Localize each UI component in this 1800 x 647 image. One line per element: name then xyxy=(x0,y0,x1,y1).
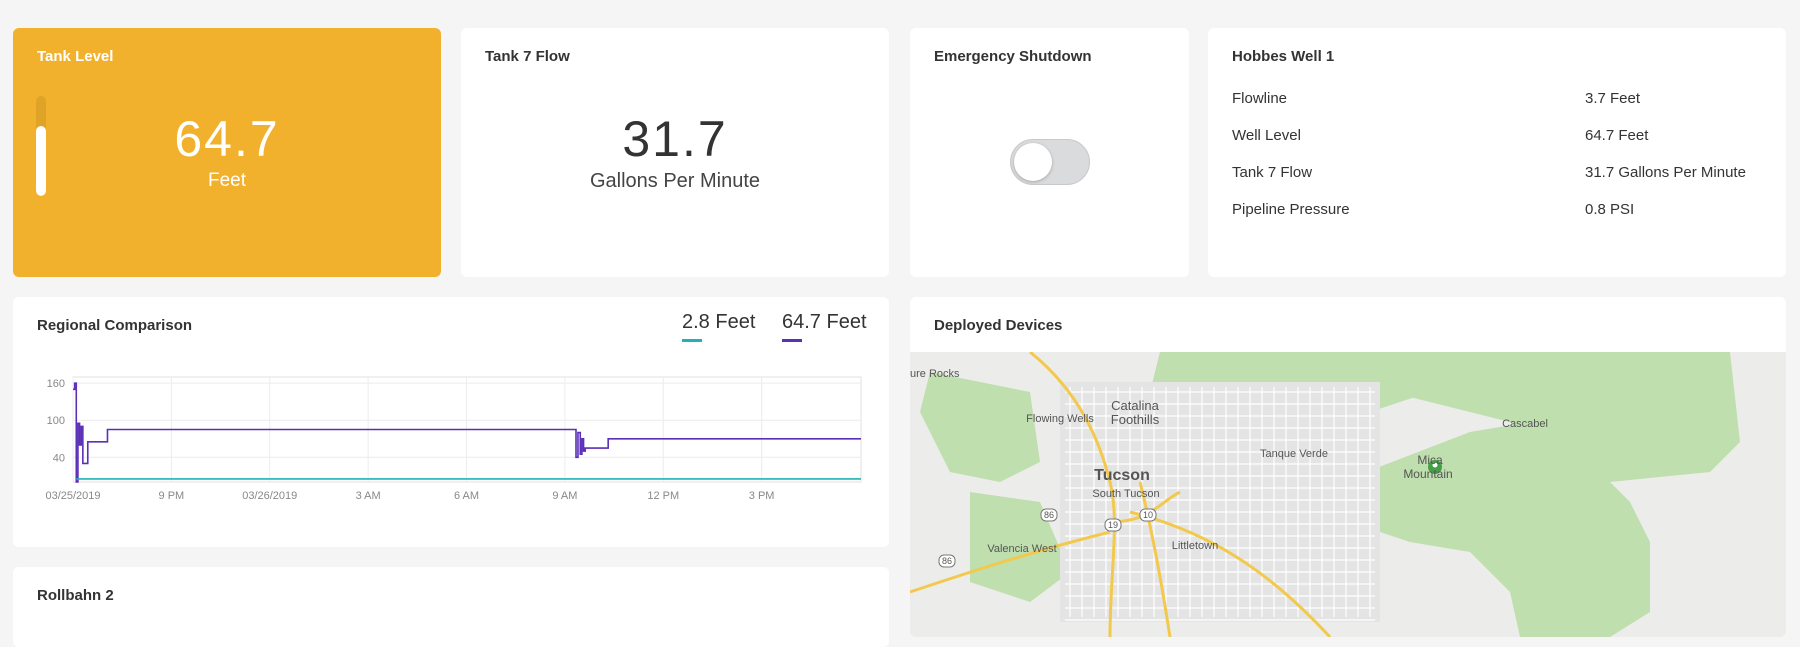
map-place-label: 86 xyxy=(1044,510,1054,520)
x-tick-label: 03/25/2019 xyxy=(45,490,100,502)
row-value: 3.7 Feet xyxy=(1585,90,1641,107)
x-tick-label: 03/26/2019 xyxy=(242,490,297,502)
row-value: 0.8 PSI xyxy=(1585,201,1635,218)
map-place-label: Mica xyxy=(1417,453,1443,467)
legend-item-series-1[interactable]: 2.8 Feet xyxy=(682,311,756,342)
hobbes-row-pipeline-pressure: Pipeline Pressure 0.8 PSI xyxy=(1232,201,1762,221)
hobbes-well-card: Hobbes Well 1 Flowline 3.7 Feet Well Lev… xyxy=(1208,28,1786,277)
deployed-devices-card: Deployed Devices ure Rocks Cata xyxy=(910,297,1786,637)
hobbes-row-tank-flow: Tank 7 Flow 31.7 Gallons Per Minute xyxy=(1232,164,1762,184)
card-title: Hobbes Well 1 xyxy=(1232,48,1335,65)
map-place-label: 10 xyxy=(1143,510,1153,520)
tank-level-gauge-fill xyxy=(36,126,46,196)
x-tick-label: 3 AM xyxy=(356,490,381,502)
emergency-shutdown-card: Emergency Shutdown xyxy=(910,28,1189,277)
legend-swatch xyxy=(682,339,702,342)
legend-swatch xyxy=(782,339,802,342)
row-value: 64.7 Feet xyxy=(1585,127,1649,144)
legend-label: 64.7 Feet xyxy=(782,311,867,333)
card-title: Regional Comparison xyxy=(37,317,193,334)
map-place-label: Tucson xyxy=(1094,467,1150,484)
regional-comparison-card: Regional Comparison 2.8 Feet 64.7 Feet 1… xyxy=(13,297,889,547)
map-place-label: 86 xyxy=(942,556,952,566)
row-value: 31.7 Gallons Per Minute xyxy=(1585,164,1746,181)
legend-item-series-2[interactable]: 64.7 Feet xyxy=(782,311,867,342)
route-shield-icon xyxy=(938,554,956,568)
card-title: Rollbahn 2 xyxy=(37,587,114,604)
map-place-label: Valencia West xyxy=(987,543,1056,555)
row-label: Well Level xyxy=(1232,127,1301,144)
route-shield-icon xyxy=(1139,508,1157,522)
tank-flow-unit: Gallons Per Minute xyxy=(589,170,761,192)
map-place-label: 19 xyxy=(1108,520,1118,530)
tank-flow-value: 31.7 xyxy=(622,111,728,167)
route-shield-icon xyxy=(1040,508,1058,522)
map-place-label: South Tucson xyxy=(1092,488,1159,500)
tank-level-value: 64.7 xyxy=(174,111,280,167)
x-tick-label: 9 PM xyxy=(159,490,185,502)
map-place-label: Littletown xyxy=(1172,540,1218,552)
y-tick-label: 160 xyxy=(47,378,65,390)
row-label: Pipeline Pressure xyxy=(1232,201,1350,218)
map-place-label: Catalina xyxy=(1111,398,1159,413)
hobbes-row-flowline: Flowline 3.7 Feet xyxy=(1232,90,1762,110)
y-tick-label: 40 xyxy=(53,452,65,464)
card-title: Emergency Shutdown xyxy=(934,48,1092,65)
tank-flow-card: Tank 7 Flow 31.7 Gallons Per Minute xyxy=(461,28,889,277)
hobbes-row-well-level: Well Level 64.7 Feet xyxy=(1232,127,1762,147)
map-urban-area xyxy=(1060,382,1380,622)
y-tick-label: 100 xyxy=(47,415,65,427)
x-tick-label: 12 PM xyxy=(647,490,679,502)
rollbahn-card: Rollbahn 2 xyxy=(13,567,889,647)
card-title: Tank Level xyxy=(37,48,114,65)
card-title: Deployed Devices xyxy=(934,317,1063,334)
card-title: Tank 7 Flow xyxy=(485,48,570,65)
x-tick-label: 9 AM xyxy=(552,490,577,502)
toggle-knob xyxy=(1014,143,1052,181)
legend-label: 2.8 Feet xyxy=(682,311,756,333)
tank-level-card: Tank Level 64.7 Feet xyxy=(13,28,441,277)
map-place-label: Mountain xyxy=(1403,467,1452,481)
tank-level-gauge xyxy=(36,96,46,196)
map-place-label: Flowing Wells xyxy=(1026,413,1094,425)
map-place-label: Foothills xyxy=(1111,412,1160,427)
x-tick-label: 6 AM xyxy=(454,490,479,502)
map-place-label: ure Rocks xyxy=(910,368,960,380)
map-place-label: Tanque Verde xyxy=(1260,448,1328,460)
row-label: Tank 7 Flow xyxy=(1232,164,1313,181)
route-shield-icon xyxy=(1104,518,1122,532)
x-tick-label: 3 PM xyxy=(749,490,775,502)
emergency-shutdown-toggle[interactable] xyxy=(1010,139,1090,185)
map-park-marker[interactable] xyxy=(1428,460,1442,474)
tank-level-unit: Feet xyxy=(207,170,247,191)
row-label: Flowline xyxy=(1232,90,1288,107)
regional-comparison-chart: 160 100 40 03/25/2019 9 PM 03/26/2019 3 AM 6 AM… xyxy=(45,376,862,502)
series-line-1 xyxy=(73,382,861,483)
map-place-label: Cascabel xyxy=(1502,418,1548,430)
